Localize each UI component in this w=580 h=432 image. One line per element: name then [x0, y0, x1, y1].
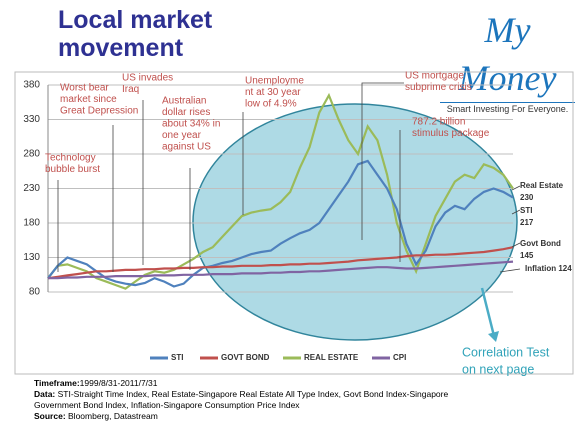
series-line: [47, 246, 514, 280]
annotation: Govt Bond: [520, 239, 561, 248]
y-tick-label: 80: [29, 287, 41, 298]
slide-title: Local market movement: [58, 6, 213, 62]
legend-label: REAL ESTATE: [304, 353, 359, 362]
annotation: Australian: [162, 96, 206, 107]
annotation: 230: [520, 193, 534, 202]
annotation: Real Estate: [520, 181, 564, 190]
annotation: against US: [162, 142, 211, 153]
annotation: low of 4.9%: [245, 99, 297, 110]
series-line: [47, 92, 514, 290]
annotation: Inflation 124: [525, 264, 572, 273]
logo-tagline: Smart Investing For Everyone.: [440, 102, 575, 114]
footer-line: Source: Bloomberg, Datastream: [34, 411, 474, 422]
footer-label: Timeframe:: [34, 378, 80, 388]
annotation: Unemployme: [245, 76, 304, 87]
annotation: 145: [520, 251, 534, 260]
logo: My Money Smart Investing For Everyone.: [440, 6, 575, 114]
annotation: market since: [60, 94, 117, 105]
label-leader: [499, 268, 521, 273]
annotation: dollar rises: [162, 107, 210, 118]
y-tick-label: 130: [23, 252, 40, 263]
annotation-arrow: [361, 82, 404, 240]
y-tick-label: 180: [23, 218, 40, 229]
label-leader: [511, 185, 521, 191]
label-leader: [511, 242, 521, 248]
annotation: Technology: [45, 153, 96, 164]
callout-arrowhead: [488, 331, 499, 342]
highlight-ellipse: [192, 103, 518, 341]
annotation: about 34% in: [162, 119, 220, 130]
legend-label: GOVT BOND: [221, 353, 270, 362]
annotation: US mortgage: [405, 71, 464, 82]
footer-line: Timeframe:1999/8/31-2011/7/31: [34, 378, 474, 389]
annotation: bubble burst: [45, 164, 100, 175]
series-line: [47, 159, 514, 288]
y-tick-label: 230: [23, 183, 40, 194]
footer-line: Data: STI-Straight Time Index, Real Esta…: [34, 389, 474, 411]
annotation: one year: [162, 130, 202, 141]
callout-text: Correlation Test: [462, 345, 550, 359]
annotation: Iraq: [122, 84, 139, 95]
annotation: nt at 30 year: [245, 87, 301, 98]
y-tick-label: 380: [23, 80, 40, 91]
annotation: STI: [520, 206, 532, 215]
label-leader: [511, 209, 521, 215]
annotation: 787.2 billion: [412, 117, 465, 128]
legend-label: CPI: [393, 353, 406, 362]
annotation: subprime crisis: [405, 82, 472, 93]
callout-text: on next page: [462, 362, 534, 376]
series-line: [48, 260, 514, 280]
footer: Timeframe:1999/8/31-2011/7/31 Data: STI-S…: [34, 378, 474, 422]
annotation: Worst bear: [60, 83, 109, 94]
y-tick-label: 330: [23, 114, 40, 125]
footer-label: Source:: [34, 411, 66, 421]
annotation: 217: [520, 218, 534, 227]
legend-label: STI: [171, 353, 183, 362]
annotation: US invades: [122, 73, 173, 84]
footer-label: Data:: [34, 389, 56, 399]
footer-text: STI-Straight Time Index, Real Estate-Sin…: [34, 389, 449, 410]
annotation: stimulus package: [412, 128, 490, 139]
callout-arrow: [480, 287, 496, 337]
logo-name: My Money: [458, 10, 557, 98]
footer-text: Bloomberg, Datastream: [65, 411, 158, 421]
footer-text: 1999/8/31-2011/7/31: [79, 378, 158, 388]
annotation: Great Depression: [60, 106, 138, 117]
y-tick-label: 280: [23, 149, 40, 160]
chart-frame: [14, 71, 574, 375]
